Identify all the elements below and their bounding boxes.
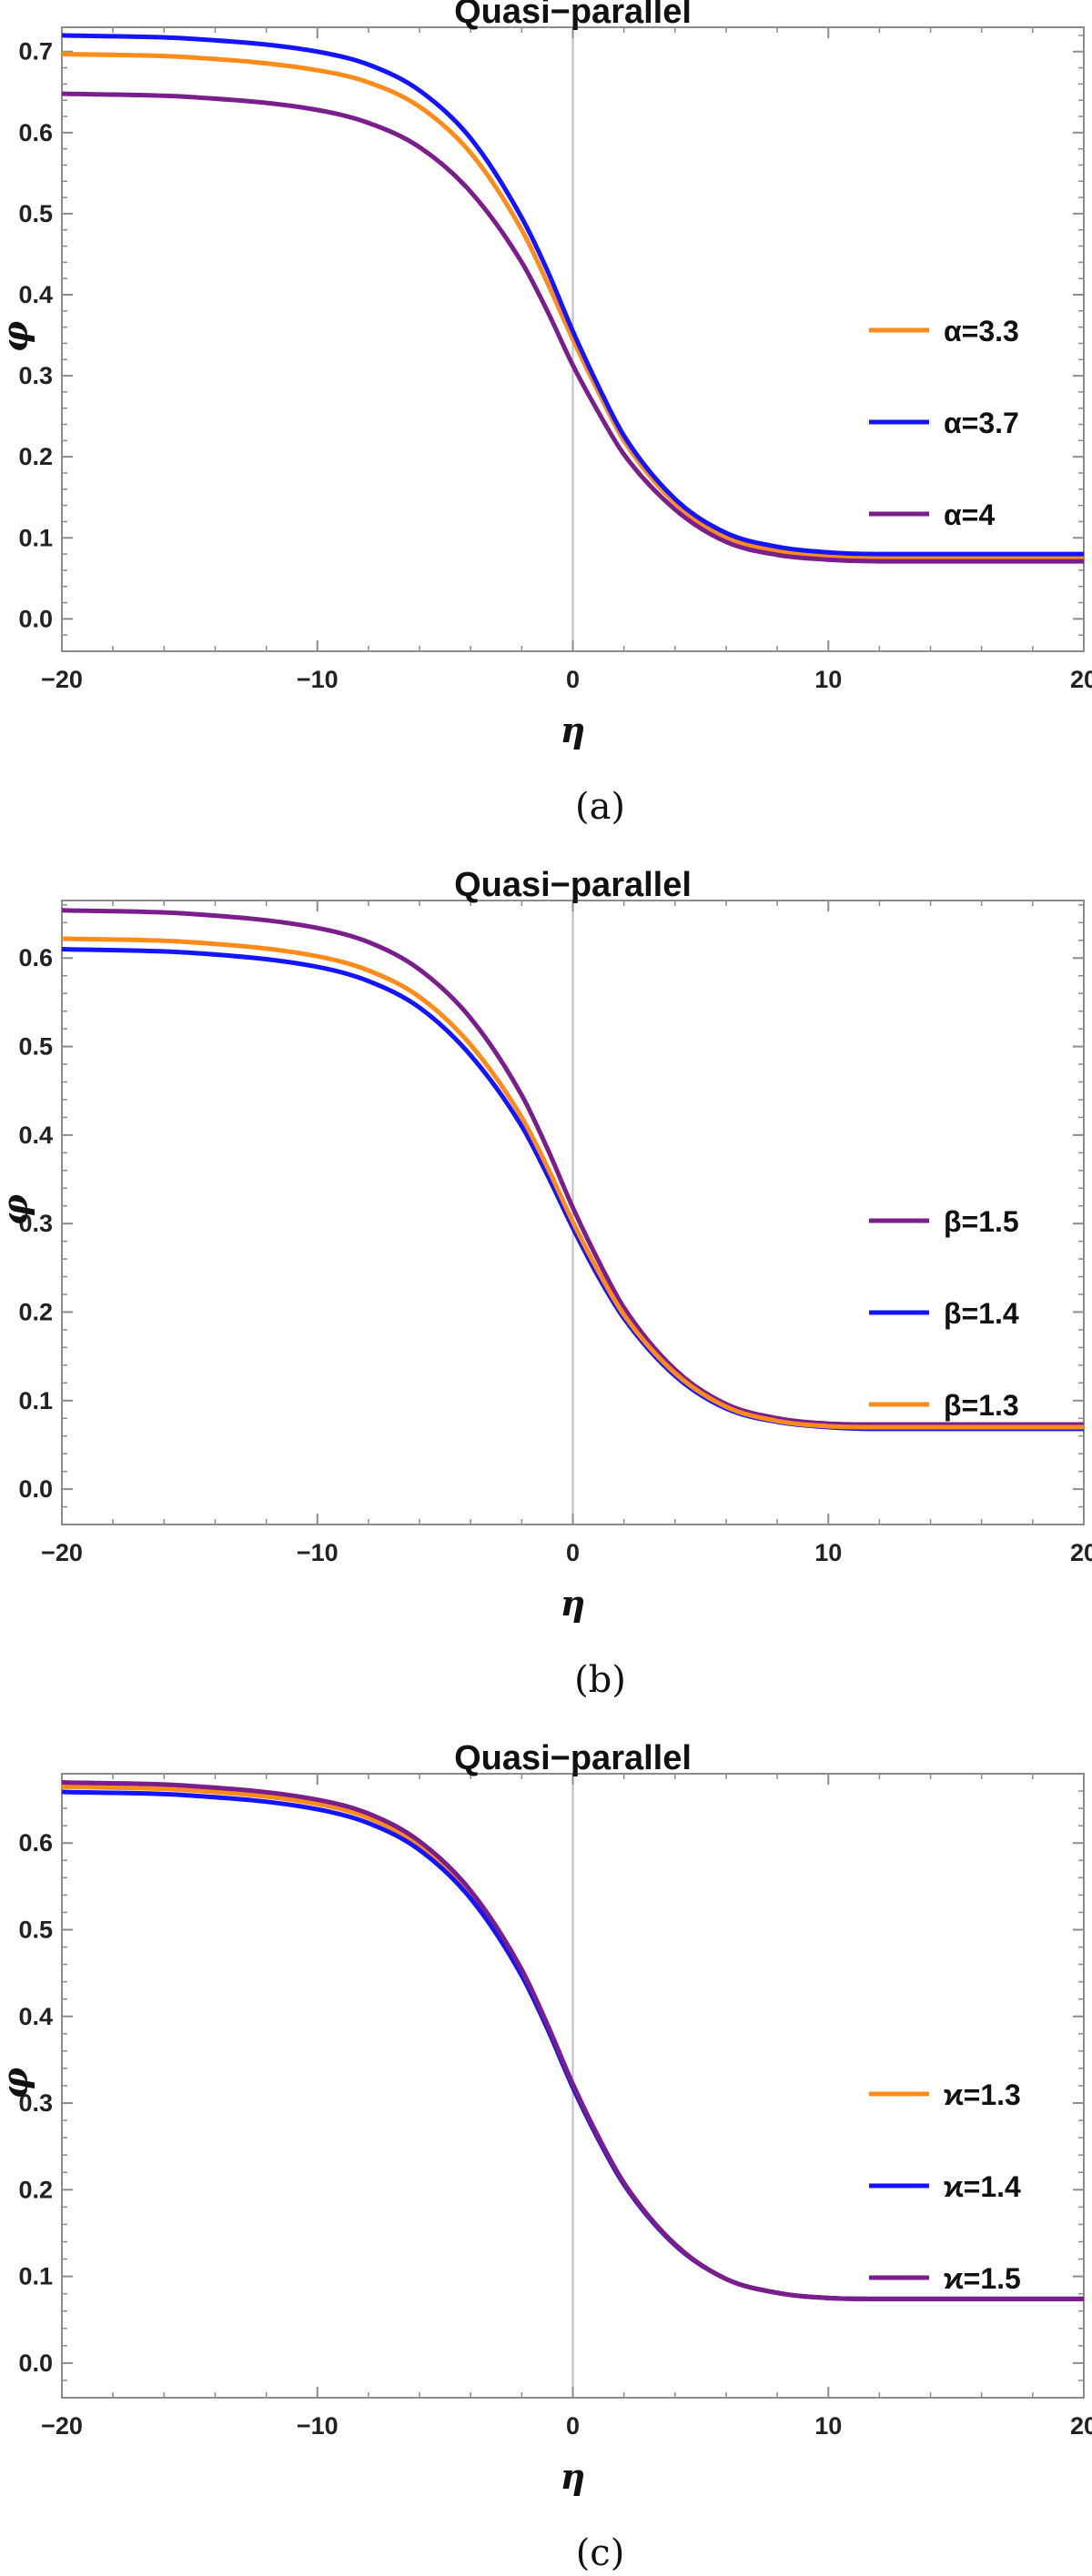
x-tick-label: 20 [1070,1539,1092,1566]
series-line-1 [62,908,1084,1427]
chart-title: Quasi−parallel [454,866,692,904]
x-axis-label: η [561,709,586,750]
panel-caption: (b) [574,1659,626,1701]
chart-panel-b: −20 −10 0 10 20 0.0 0.1 0.2 0.3 0.4 0.5 0.6 β=1.5 β=1… [0,866,1092,1701]
legend-label: β=1.3 [944,1389,1019,1422]
x-tick-label: −20 [41,1539,83,1566]
legend-label: ϰ=1.5 [944,2262,1021,2295]
legend-label: α=3.7 [944,407,1019,439]
y-tick-label: 0.5 [18,1033,53,1061]
x-tick-label: −10 [297,2412,339,2440]
legend-label: α=4 [944,498,995,531]
y-tick-label: 0.4 [18,1122,53,1149]
chart-panel-c: −20 −10 0 10 20 0.0 0.1 0.2 0.3 0.4 0.5 0.6 ϰ=1.3 ϰ=1… [0,1739,1092,2574]
x-tick-label: −20 [41,666,83,693]
legend-label: α=3.3 [944,315,1019,347]
legend-label: β=1.5 [944,1205,1019,1238]
series-line-3 [62,1780,1084,2301]
series-line-2 [62,33,1084,557]
y-tick-label: 0.5 [18,200,53,227]
x-tick-label: 20 [1070,666,1092,693]
x-tick-label: 0 [566,1539,580,1566]
x-tick-label: 20 [1070,2412,1092,2440]
y-tick-label: 0.2 [18,2176,53,2203]
y-tick-label: 0.2 [18,1298,53,1325]
x-tick-label: 0 [566,666,580,693]
y-tick-label: 0.4 [18,2003,53,2030]
y-axis-label: φ [0,1194,35,1225]
panel-caption: (c) [576,2532,625,2574]
x-tick-label: 0 [566,2412,580,2440]
y-tick-label: 0.6 [18,1829,53,1857]
y-tick-label: 0.4 [18,281,53,308]
x-tick-label: −10 [297,1539,339,1566]
x-tick-label: 10 [814,1539,842,1566]
x-tick-label: 10 [814,666,842,693]
y-axis-label: φ [0,321,35,352]
chart-title: Quasi−parallel [454,0,692,31]
y-tick-label: 0.2 [18,443,53,470]
y-tick-label: 0.5 [18,1917,53,1944]
legend-label: β=1.4 [944,1297,1019,1330]
y-tick-label: 0.1 [18,2263,53,2290]
y-tick-label: 0.6 [18,119,53,146]
y-tick-label: 0.6 [18,944,53,971]
y-tick-label: 0.7 [18,38,53,65]
x-axis-label: η [561,1583,586,1624]
panel-caption: (a) [575,786,625,828]
chart-title: Quasi−parallel [454,1739,692,1777]
chart-panel-a: −20 −10 0 10 20 0.0 0.1 0.2 0.3 0.4 0.5 0.6 0.7 α=3.3… [0,0,1092,828]
y-tick-label: 0.0 [18,1475,53,1503]
legend-label: ϰ=1.4 [944,2170,1021,2203]
y-tick-label: 0.3 [18,362,53,389]
y-axis-label: φ [0,2068,35,2098]
legend-label: ϰ=1.3 [944,2078,1021,2111]
y-tick-label: 0.0 [18,605,53,632]
x-axis-label: η [561,2456,586,2497]
series-line-1 [62,51,1084,561]
series-line-3 [62,91,1084,564]
y-tick-label: 0.3 [18,2089,53,2117]
x-tick-label: −20 [41,2412,83,2440]
x-tick-label: −10 [297,666,339,693]
y-tick-label: 0.0 [18,2350,53,2377]
y-tick-label: 0.1 [18,524,53,551]
y-tick-label: 0.3 [18,1210,53,1237]
y-tick-label: 0.1 [18,1387,53,1414]
x-tick-label: 10 [814,2412,842,2440]
series-line-3 [62,936,1084,1430]
